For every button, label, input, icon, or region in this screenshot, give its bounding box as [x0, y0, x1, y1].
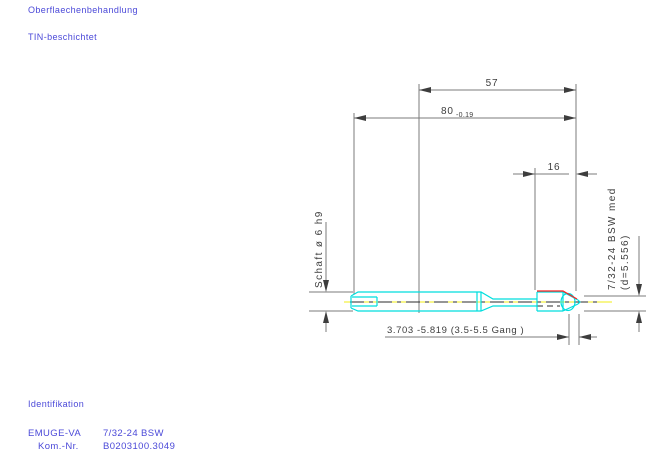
overall-length-value: 80	[441, 106, 454, 117]
chamfer-spec-value: 3.703 -5.819 (3.5-5.5 Gang )	[387, 325, 524, 336]
shank-spec-value: Schaft ø 6 h9	[314, 210, 325, 288]
dimension-chamfer: 3.703 -5.819 (3.5-5.5 Gang )	[385, 325, 597, 340]
dimension-shank: Schaft ø 6 h9	[314, 210, 329, 332]
thread-section	[536, 291, 581, 312]
dimension-80: 80 -0.19	[354, 106, 576, 121]
thread-length-value: 57	[486, 78, 499, 89]
shank-transition	[476, 292, 482, 311]
identification-row-2: Kom.-Nr. B0203100.3049	[38, 441, 175, 452]
square-drive	[352, 296, 378, 307]
tool-outline	[350, 290, 581, 312]
commission-number-value: B0203100.3049	[103, 441, 176, 452]
thread-core-diameter-value: (d=5.556)	[620, 234, 631, 290]
thread-section-length-value: 16	[548, 162, 561, 173]
thread-designation: 7/32-24 BSW	[103, 428, 164, 439]
centerline	[344, 301, 612, 307]
commission-number-label: Kom.-Nr.	[38, 441, 79, 452]
dimension-16: 16	[513, 162, 597, 177]
thread-highlight	[537, 290, 578, 300]
manufacturer-name: EMUGE-VA	[28, 428, 82, 439]
dimension-57: 57	[419, 78, 576, 93]
surface-treatment-value: TIN-beschichtet	[28, 32, 98, 42]
thread-spec-value: 7/32-24 BSW med	[607, 187, 618, 290]
surface-treatment-label: Oberflaechenbehandlung	[28, 5, 138, 15]
identification-label: Identifikation	[28, 399, 85, 409]
identification-row-1: EMUGE-VA 7/32-24 BSW	[28, 428, 164, 439]
overall-length-tolerance: -0.19	[456, 112, 473, 119]
dimension-thread-diameter: 7/32-24 BSW med (d=5.556)	[607, 187, 642, 332]
